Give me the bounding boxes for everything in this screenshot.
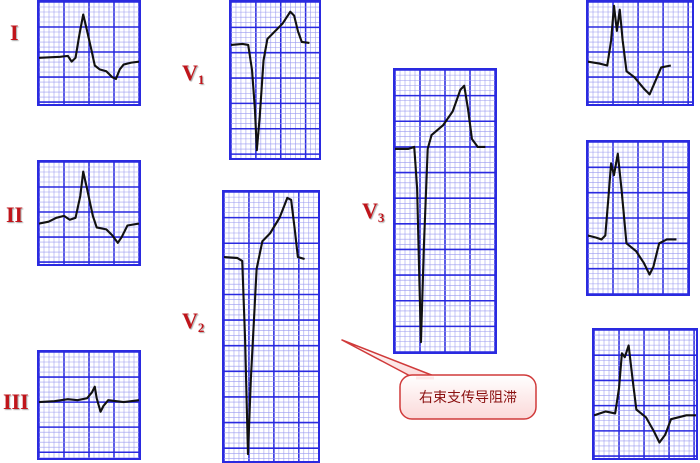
lead-label-V3: V3 <box>362 198 385 225</box>
ecg-grid-lead-V3 <box>395 70 495 352</box>
ecg-panel-right-bottom <box>592 328 698 460</box>
lead-label-V2: V2 <box>182 308 205 335</box>
ecg-grid-lead-V2 <box>224 192 318 461</box>
ecg-panel-lead-V1 <box>229 0 321 160</box>
ecg-trace-lead-III <box>39 385 139 413</box>
ecg-trace-right-bottom <box>594 344 696 444</box>
ecg-panel-lead-V3 <box>393 68 497 354</box>
ecg-panel-lead-V2 <box>222 190 320 463</box>
ecg-panel-right-middle <box>586 140 690 296</box>
ecg-trace-lead-V3 <box>395 84 486 344</box>
ecg-trace-lead-I <box>39 13 139 81</box>
ecg-grid-right-top <box>588 2 692 104</box>
lead-label-V1: V1 <box>182 60 205 87</box>
lead-label-II: II <box>6 202 24 227</box>
ecg-grid-lead-I <box>39 2 139 104</box>
ecg-trace-right-top <box>588 4 672 96</box>
ecg-panel-lead-II <box>37 160 141 266</box>
callout-text: 右束支传导阻滞 <box>419 390 517 406</box>
ecg-trace-lead-V1 <box>231 10 310 152</box>
ecg-grid-lead-V1 <box>231 2 319 158</box>
ecg-panel-lead-I <box>37 0 141 106</box>
ecg-grid-lead-III <box>39 352 139 458</box>
ecg-panel-lead-III <box>37 350 141 460</box>
lead-label-I: I <box>10 20 19 45</box>
ecg-trace-lead-II <box>39 170 139 244</box>
ecg-grid-right-middle <box>588 142 688 294</box>
ecg-trace-right-middle <box>588 152 677 276</box>
ecg-grid-right-bottom <box>594 330 696 458</box>
ecg-panel-right-top <box>586 0 694 106</box>
ecg-trace-lead-V2 <box>224 196 305 456</box>
ecg-grid-lead-II <box>39 162 139 264</box>
lead-label-III: III <box>3 389 29 414</box>
